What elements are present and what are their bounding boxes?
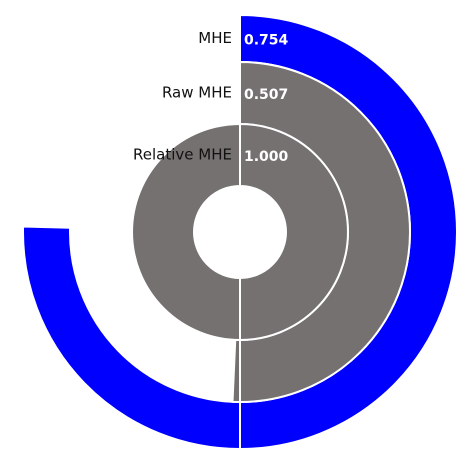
category-label: Raw MHE [162, 84, 232, 102]
value-label: 1.000 [244, 149, 289, 165]
value-label: 0.507 [244, 87, 288, 103]
ring-bar [130, 122, 349, 342]
value-label: 0.754 [244, 33, 289, 49]
category-label: Relative MHE [133, 146, 232, 164]
category-label: MHE [198, 29, 232, 47]
